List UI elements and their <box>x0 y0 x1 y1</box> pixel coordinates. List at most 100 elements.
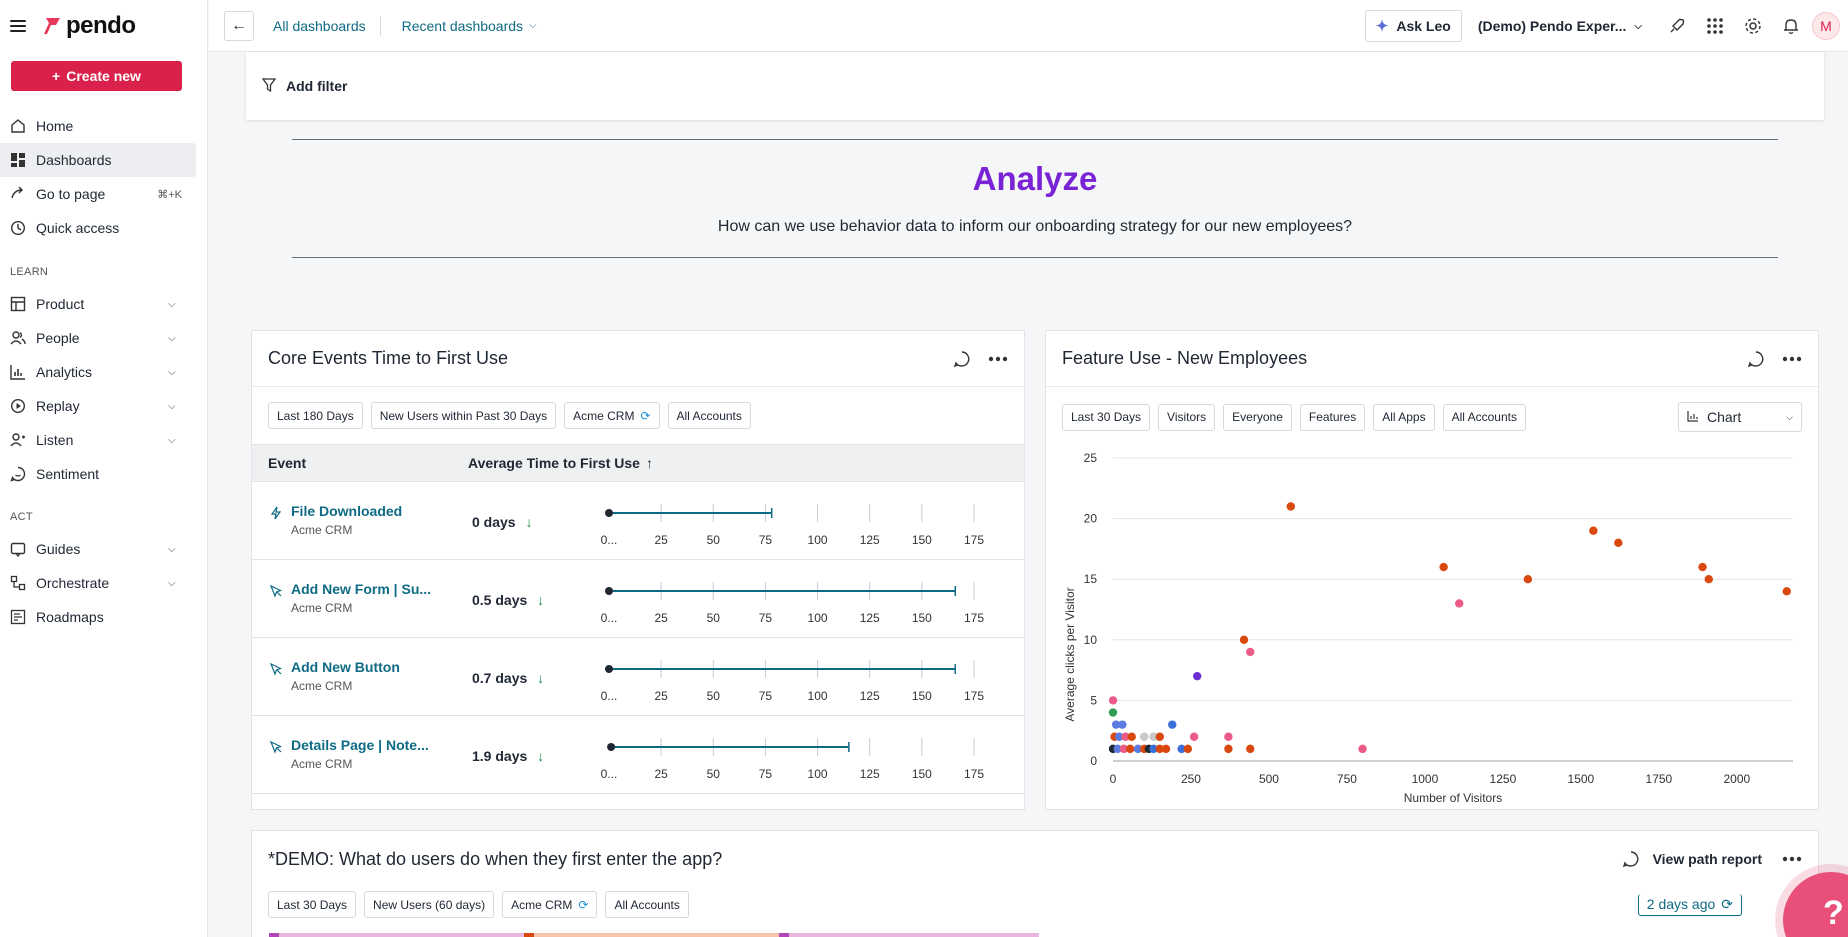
more-options-icon[interactable] <box>1774 856 1810 862</box>
view-select[interactable]: Chart ⌵ <box>1678 402 1802 432</box>
workspace-selector[interactable]: (Demo) Pendo Exper... ⌵ <box>1478 18 1642 34</box>
nav-home[interactable]: Home <box>0 109 208 143</box>
filter-chip[interactable]: All Apps <box>1373 403 1435 431</box>
nav-sentiment[interactable]: Sentiment <box>0 457 208 491</box>
data-point <box>1118 720 1127 729</box>
nav-analytics-label: Analytics <box>36 364 93 380</box>
comment-icon[interactable] <box>1738 350 1774 368</box>
nav-quick-access-label: Quick access <box>36 220 120 236</box>
refresh-status[interactable]: 2 days ago ⟳ <box>1637 893 1742 916</box>
nav-orchestrate[interactable]: Orchestrate ⌵ <box>0 566 208 600</box>
breadcrumb-all-dashboards[interactable]: All dashboards <box>273 17 366 34</box>
event-name-link[interactable]: Add New Form | Su... <box>291 581 432 597</box>
tick-label: 0... <box>601 767 618 781</box>
filter-chip[interactable]: Visitors <box>1158 403 1216 431</box>
nav-main: Home Dashboards Go to page ⌘+K Quick acc… <box>0 109 208 245</box>
filter-chip[interactable]: All Accounts <box>667 402 751 429</box>
filter-chip[interactable]: Last 180 Days <box>268 402 363 429</box>
nav-quick-access[interactable]: Quick access <box>0 211 208 245</box>
bell-icon[interactable] <box>1772 17 1810 35</box>
core-events-card: Core Events Time to First Use Last 180 D… <box>251 330 1025 810</box>
avg-time-value: 0 days <box>472 514 516 530</box>
recent-dashboards-dropdown[interactable]: Recent dashboards ⌵ <box>402 18 537 34</box>
section-learn: LEARN <box>10 266 49 278</box>
filter-chip[interactable]: New Users (60 days) <box>364 891 495 918</box>
filter-chip[interactable]: Last 30 Days <box>268 891 357 918</box>
time-range-chart: 0... 25 50 75 100 125 150 175 <box>601 504 984 547</box>
tick-label: 150 <box>912 767 932 781</box>
data-point <box>1115 732 1124 741</box>
x-tick-label: 750 <box>1337 772 1357 786</box>
nav-roadmaps[interactable]: Roadmaps <box>0 600 208 634</box>
range-start-dot <box>605 587 613 595</box>
back-button[interactable]: ← <box>224 10 254 41</box>
arrow-down-icon: ↓ <box>537 670 545 686</box>
event-name-link[interactable]: Details Page | Note... <box>291 737 429 753</box>
nav-listen[interactable]: Listen ⌵ <box>0 423 208 457</box>
event-name-link[interactable]: File Downloaded <box>291 503 403 519</box>
nav-go-to-page[interactable]: Go to page ⌘+K <box>0 177 208 211</box>
nav-guides[interactable]: Guides ⌵ <box>0 532 208 566</box>
pendo-logo[interactable]: pendo <box>42 12 136 40</box>
x-tick-label: 1500 <box>1568 772 1595 786</box>
event-app: Acme CRM <box>291 757 353 771</box>
add-filter-bar[interactable]: Add filter <box>246 52 1824 120</box>
data-point <box>1589 526 1598 535</box>
filter-chip[interactable]: Acme CRM ⟳ <box>564 402 660 429</box>
filter-chip[interactable]: Last 30 Days <box>1062 403 1151 431</box>
filter-chip[interactable]: All Accounts <box>605 891 689 918</box>
filter-chip[interactable]: Everyone <box>1223 403 1292 431</box>
tick-label: 125 <box>860 611 880 625</box>
filter-chip[interactable]: Acme CRM ⟳ <box>502 891 598 918</box>
table-row[interactable]: Details Page | Note... Acme CRM 1.9 days ↓ 0… <box>252 716 1024 794</box>
table-row[interactable]: File Downloaded Acme CRM 0 days ↓ 0... 25 50 75… <box>252 482 1024 560</box>
comment-icon[interactable] <box>1613 850 1649 868</box>
card-title: Core Events Time to First Use <box>268 348 509 368</box>
replay-icon <box>10 398 26 414</box>
table-row[interactable]: Add New Button Acme CRM 0.7 days ↓ 0... 25 50 7… <box>252 638 1024 716</box>
data-point <box>1183 744 1193 754</box>
view-path-report-link[interactable]: View path report <box>1652 851 1762 867</box>
data-point <box>1246 647 1255 657</box>
column-event[interactable]: Event <box>268 455 307 471</box>
card-filters: Last 30 Days Visitors Everyone Features … <box>1046 387 1818 447</box>
rocket-icon[interactable] <box>1658 17 1696 35</box>
chevron-down-icon: ⌵ <box>168 543 176 555</box>
data-point <box>1224 732 1233 741</box>
avatar[interactable]: M <box>1812 12 1840 40</box>
filter-chip[interactable]: All Accounts <box>1442 403 1526 431</box>
menu-icon[interactable] <box>10 20 26 32</box>
data-point <box>1782 587 1791 596</box>
comment-icon[interactable] <box>944 350 980 368</box>
guides-icon <box>10 541 26 557</box>
card-filters: Last 180 Days New Users within Past 30 D… <box>252 387 1024 444</box>
create-new-button[interactable]: + Create new <box>11 61 182 91</box>
column-avg-time[interactable]: Average Time to First Use <box>468 455 640 471</box>
avatar-initial: M <box>1820 18 1832 34</box>
filter-chip[interactable]: New Users within Past 30 Days <box>370 402 557 429</box>
nav-dashboards[interactable]: Dashboards <box>0 143 196 177</box>
nav-people[interactable]: People ⌵ <box>0 321 208 355</box>
tick-label: 125 <box>860 689 880 703</box>
nav-replay[interactable]: Replay ⌵ <box>0 389 208 423</box>
chip-label: Last 30 Days <box>1071 410 1142 424</box>
table-row[interactable]: Add New Form | Su... Acme CRM 0.5 days ↓ 0..… <box>252 560 1024 638</box>
nav-product[interactable]: Product ⌵ <box>0 287 208 321</box>
x-tick-label: 1750 <box>1646 772 1673 786</box>
tick-label: 175 <box>964 767 984 781</box>
more-options-icon[interactable] <box>980 356 1016 362</box>
event-name-link[interactable]: Add New Button <box>291 659 400 675</box>
data-point <box>1133 744 1143 754</box>
gear-icon[interactable] <box>1734 16 1772 36</box>
filter-chip[interactable]: Features <box>1299 403 1366 431</box>
avg-time-value: 0.5 days <box>472 592 528 608</box>
data-point <box>1614 538 1623 548</box>
card-title: *DEMO: What do users do when they first … <box>268 848 723 869</box>
more-options-icon[interactable] <box>1774 356 1810 362</box>
tick-label: 100 <box>808 533 828 547</box>
ask-leo-button[interactable]: ✦ Ask Leo <box>1364 10 1462 42</box>
nav-analytics[interactable]: Analytics ⌵ <box>0 355 208 389</box>
data-point <box>1455 599 1464 608</box>
view-select-label: Chart <box>1707 409 1742 425</box>
apps-grid-icon[interactable] <box>1696 17 1734 35</box>
